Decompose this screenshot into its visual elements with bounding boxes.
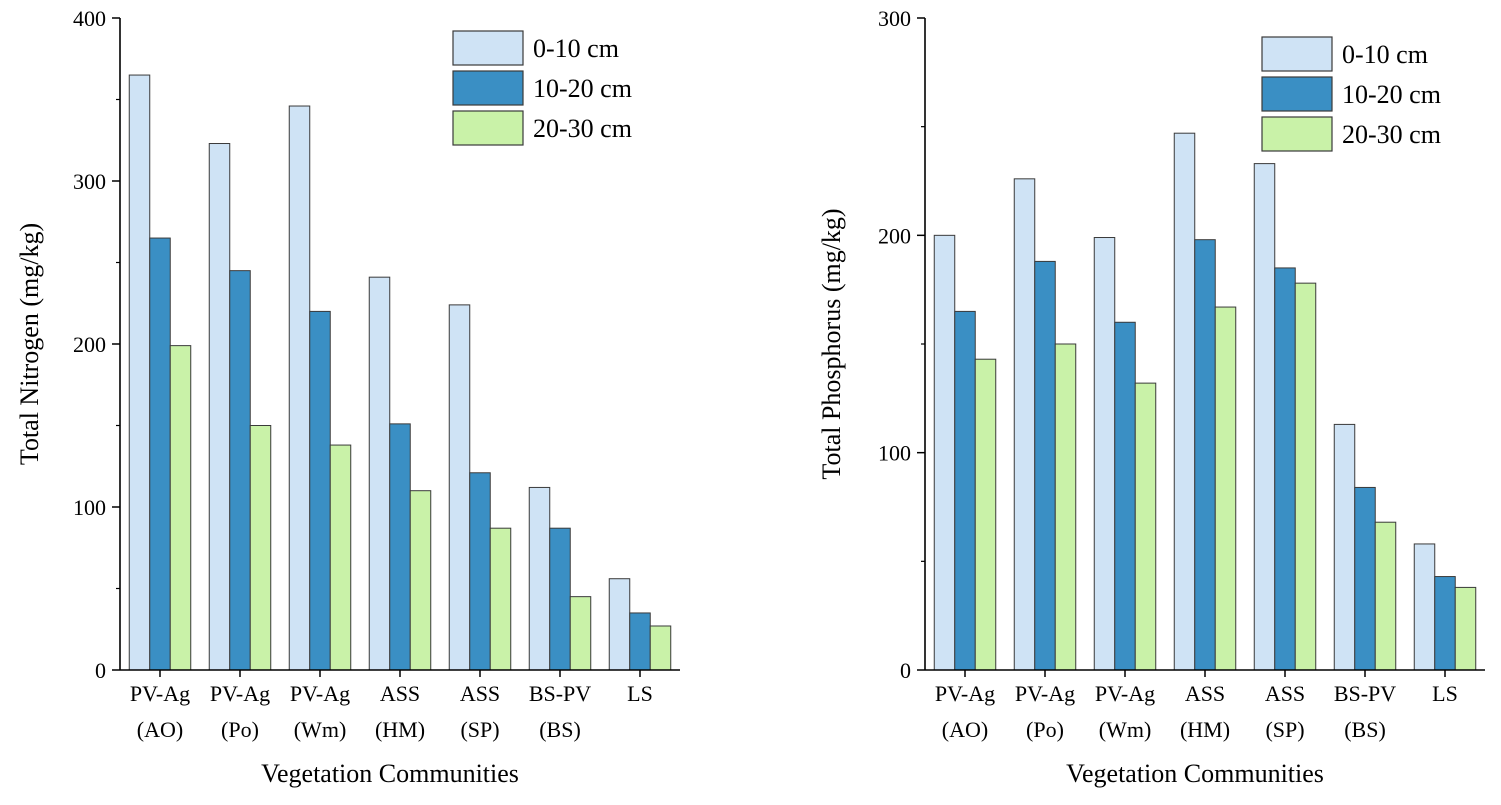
x-tick-label-line2: (SP)	[460, 717, 499, 742]
y-tick-label: 200	[878, 223, 911, 248]
bar	[1374, 521, 1397, 671]
y-tick-label: 200	[73, 332, 106, 357]
x-tick-label: PV-Ag	[210, 681, 270, 706]
x-tick-label: BS-PV	[1334, 681, 1396, 706]
x-axis-title: Vegetation Communities	[1066, 759, 1324, 788]
bar	[1454, 586, 1477, 671]
bar	[389, 423, 411, 671]
y-tick-label: 400	[73, 6, 106, 31]
legend-label: 10-20 cm	[533, 74, 632, 103]
legend-swatch	[1261, 76, 1333, 112]
x-tick-label-line2: (AO)	[137, 717, 183, 742]
bar	[1434, 576, 1456, 671]
bar	[1093, 237, 1116, 671]
bar	[128, 74, 151, 671]
legend-label: 20-30 cm	[1342, 120, 1441, 149]
x-tick-label: ASS	[380, 681, 420, 706]
x-tick-label: ASS	[460, 681, 500, 706]
y-tick-label: 100	[878, 441, 911, 466]
x-tick-label-line2: (HM)	[375, 717, 425, 742]
x-tick-label-line2: (SP)	[1265, 717, 1304, 742]
x-tick-label: ASS	[1185, 681, 1225, 706]
y-tick-label: 0	[95, 658, 106, 683]
bar	[1214, 306, 1237, 671]
bar	[1194, 239, 1216, 671]
x-tick-label-line2: (Wm)	[1099, 717, 1152, 742]
x-tick-label: ASS	[1265, 681, 1305, 706]
bar	[1294, 282, 1317, 671]
x-tick-label: LS	[1432, 681, 1458, 706]
x-tick-label-line2: (Po)	[1026, 717, 1064, 742]
bar	[288, 105, 311, 671]
y-tick-label: 100	[73, 495, 106, 520]
x-tick-label: PV-Ag	[130, 681, 190, 706]
x-tick-label-line2: (Wm)	[294, 717, 347, 742]
x-tick-label: BS-PV	[529, 681, 591, 706]
y-tick-label: 300	[73, 169, 106, 194]
bar	[208, 143, 231, 671]
x-tick-label: PV-Ag	[1095, 681, 1155, 706]
legend-swatch	[452, 110, 524, 146]
y-axis-title: Total Nitrogen (mg/kg)	[15, 223, 44, 465]
x-axis-title: Vegetation Communities	[261, 759, 519, 788]
bar	[169, 345, 192, 671]
x-tick-label-line2: (AO)	[942, 717, 988, 742]
bar	[409, 490, 432, 671]
legend-swatch	[452, 30, 524, 66]
bar	[1354, 486, 1376, 671]
bar	[608, 578, 631, 671]
x-tick-label-line2: (HM)	[1180, 717, 1230, 742]
bar	[1274, 267, 1296, 671]
x-tick-label: LS	[627, 681, 653, 706]
bar	[1413, 543, 1436, 671]
bar	[629, 612, 651, 671]
bar	[974, 358, 997, 671]
bar	[1054, 343, 1077, 671]
legend: 0-10 cm 10-20 cm 20-30 cm	[452, 30, 632, 146]
bar	[149, 237, 171, 671]
x-tick-label-line2: (BS)	[539, 717, 581, 742]
bar	[933, 234, 956, 671]
bar	[229, 270, 251, 671]
chart-panel-1: 0 100 200 300 400 PV-Ag (AO) PV-Ag (Po) PV-Ag (Wm)…	[15, 6, 680, 788]
bar	[549, 527, 571, 671]
bar	[1173, 132, 1196, 671]
bar	[1253, 163, 1276, 671]
bar	[249, 425, 272, 671]
y-axis-title: Total Phosphorus (mg/kg)	[817, 208, 846, 479]
bar	[368, 276, 391, 671]
bar	[954, 310, 976, 671]
bar	[329, 444, 352, 671]
bar	[469, 472, 491, 671]
legend: 0-10 cm 10-20 cm 20-30 cm	[1261, 36, 1441, 152]
bar	[448, 304, 471, 671]
legend-label: 10-20 cm	[1342, 80, 1441, 109]
legend-label: 0-10 cm	[1342, 40, 1428, 69]
x-tick-label: PV-Ag	[290, 681, 350, 706]
x-tick-label-line2: (BS)	[1344, 717, 1386, 742]
bar	[489, 527, 512, 671]
legend-swatch	[452, 70, 524, 106]
y-tick-label: 300	[878, 6, 911, 31]
bar	[1134, 382, 1157, 671]
legend-label: 20-30 cm	[533, 114, 632, 143]
bar	[1034, 260, 1056, 671]
chart-panel-2: 0 100 200 300 PV-Ag (AO) PV-Ag (Po) PV-Ag (Wm) ASS…	[817, 6, 1485, 788]
bar	[1114, 321, 1136, 671]
x-tick-label: PV-Ag	[935, 681, 995, 706]
bar	[569, 596, 592, 671]
bar	[649, 625, 672, 671]
bar	[1013, 178, 1036, 671]
bar	[528, 486, 551, 671]
y-tick-label: 0	[900, 658, 911, 683]
legend-label: 0-10 cm	[533, 34, 619, 63]
legend-swatch	[1261, 36, 1333, 72]
x-tick-label-line2: (Po)	[221, 717, 259, 742]
x-tick-label: PV-Ag	[1015, 681, 1075, 706]
bar	[1333, 423, 1356, 671]
legend-swatch	[1261, 116, 1333, 152]
bar	[309, 310, 331, 671]
